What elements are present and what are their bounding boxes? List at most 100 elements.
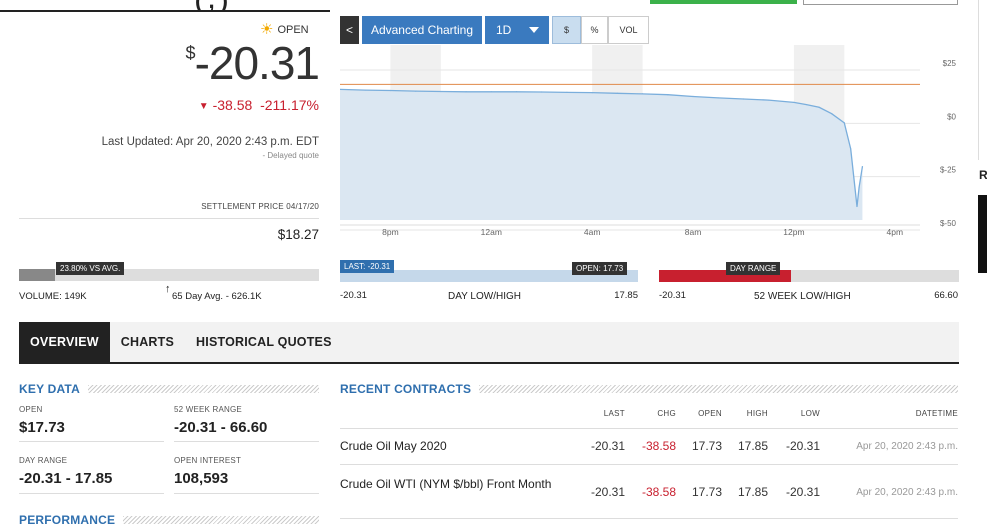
delayed-text: Delayed quote — [267, 151, 319, 160]
row-divider — [340, 464, 958, 465]
data-point — [440, 90, 442, 93]
open-interest-label: OPEN INTEREST — [174, 456, 242, 465]
cell-high: 17.85 — [737, 439, 768, 453]
day-range-value: -20.31 - 17.85 — [19, 470, 113, 487]
data-point — [805, 103, 808, 106]
hatch-decoration — [479, 385, 958, 393]
sun-icon: ☀ — [260, 21, 274, 38]
cell-datetime: Apr 20, 2020 2:43 p.m. — [856, 441, 958, 452]
cell-chg: -38.58 — [641, 485, 676, 499]
week-low: -20.31 — [659, 290, 686, 301]
search-input-clipped[interactable] — [803, 0, 958, 5]
last-updated: Last Updated: Apr 20, 2020 2:43 p.m. EDT — [101, 136, 319, 148]
col-header-datetime: DATETIME — [915, 409, 958, 418]
performance-title: PERFORMANCE — [19, 513, 116, 525]
data-point — [591, 92, 593, 94]
cell-last: -20.31 — [590, 485, 625, 499]
y-tick-label: $-50 — [940, 219, 957, 228]
cell-open: 17.73 — [691, 485, 722, 499]
settlement-value: $18.27 — [277, 227, 319, 242]
day-high: 17.85 — [614, 290, 638, 301]
data-point — [389, 89, 392, 92]
contract-name-link[interactable]: Crude Oil May 2020 — [340, 439, 447, 453]
col-header-chg: CHG — [657, 409, 676, 418]
data-point — [861, 166, 864, 168]
hatch-decoration — [123, 516, 319, 524]
down-arrow-icon: ▼ — [198, 101, 209, 112]
data-point — [856, 205, 858, 208]
x-tick-label: 4am — [584, 227, 601, 237]
dollar-toggle[interactable]: $ — [552, 16, 581, 44]
chart-collapse-button[interactable]: < — [340, 16, 359, 44]
last-badge: LAST: -20.31 — [340, 260, 395, 273]
cell-chg: -38.58 — [641, 439, 676, 453]
key-data-header: KEY DATA — [19, 382, 319, 396]
recent-contracts-title: RECENT CONTRACTS — [340, 382, 472, 396]
delayed-note: - Delayed quote — [262, 151, 319, 160]
day-low: -20.31 — [340, 290, 367, 301]
data-point — [566, 91, 568, 93]
cell-last: -20.31 — [590, 439, 625, 453]
x-tick-label: 12pm — [783, 227, 804, 237]
percent-toggle[interactable]: % — [581, 16, 608, 44]
data-point — [850, 148, 852, 150]
price-value: -20.31 — [194, 37, 320, 89]
y-tick-label: $25 — [943, 59, 957, 68]
data-point — [364, 89, 366, 91]
range-value: 1D — [496, 23, 512, 37]
data-point — [340, 88, 341, 91]
data-point — [717, 97, 719, 99]
advanced-charting-button[interactable]: Advanced Charting — [362, 16, 482, 44]
page-title-clipped: ( , ) — [0, 0, 330, 12]
y-tick-label: $-25 — [940, 166, 957, 175]
divider — [174, 441, 319, 442]
open-label: OPEN — [19, 405, 43, 414]
change-percent: -211.17% — [260, 97, 319, 113]
tab-charts[interactable]: CHARTS — [120, 335, 175, 349]
col-header-last: LAST — [603, 409, 625, 418]
row-divider — [340, 518, 958, 519]
last-price: $-20.31 — [185, 37, 320, 89]
data-point — [692, 95, 694, 98]
divider — [19, 493, 164, 494]
divider — [19, 218, 319, 219]
row-divider — [340, 428, 958, 429]
data-point — [742, 98, 745, 100]
cell-open: 17.73 — [691, 439, 722, 453]
volume-toggle[interactable]: VOL — [608, 16, 649, 44]
cell-datetime: Apr 20, 2020 2:43 p.m. — [856, 487, 958, 498]
data-point — [465, 91, 467, 93]
x-tick-label: 8am — [685, 227, 702, 237]
data-point — [616, 92, 618, 94]
x-tick-label: 12am — [481, 227, 502, 237]
cell-high: 17.85 — [737, 485, 768, 499]
data-point — [831, 113, 833, 115]
cell-low: -20.31 — [785, 485, 820, 499]
avg-volume-label: 65 Day Avg. - 626.1K — [172, 291, 262, 302]
caret-down-icon — [529, 27, 539, 33]
action-button-clipped[interactable] — [650, 0, 797, 4]
hatch-decoration — [87, 385, 319, 393]
col-header-open: OPEN — [698, 409, 722, 418]
right-column-block[interactable] — [978, 195, 987, 273]
change-value: -38.58 — [212, 97, 253, 113]
data-point — [541, 91, 543, 93]
settlement-label: SETTLEMENT PRICE 04/17/20 — [201, 202, 319, 211]
currency-symbol: $ — [185, 43, 196, 63]
x-tick-label: 8pm — [382, 227, 399, 237]
tab-overview[interactable]: OVERVIEW — [19, 322, 110, 362]
data-point — [843, 122, 845, 124]
col-header-low: LOW — [800, 409, 820, 418]
range-select[interactable]: 1D — [485, 16, 549, 44]
day-range-track — [340, 270, 638, 282]
contract-name-link[interactable]: Crude Oil WTI (NYM $/bbl) Front Month — [340, 477, 552, 491]
data-point — [793, 101, 795, 104]
divider — [19, 441, 164, 442]
right-column-heading: R — [979, 168, 987, 182]
volume-vs-avg-badge: 23.80% VS AVG. — [56, 262, 125, 275]
wk52-value: -20.31 - 66.60 — [174, 419, 268, 436]
data-point — [490, 91, 492, 93]
title-fragment: ( , ) — [195, 0, 228, 10]
tab-historical-quotes[interactable]: HISTORICAL QUOTES — [196, 335, 332, 349]
price-chart[interactable]: $25 $0 $-25 $-50 8pm 12am 4am 8am 12pm 4pm — [340, 45, 958, 245]
